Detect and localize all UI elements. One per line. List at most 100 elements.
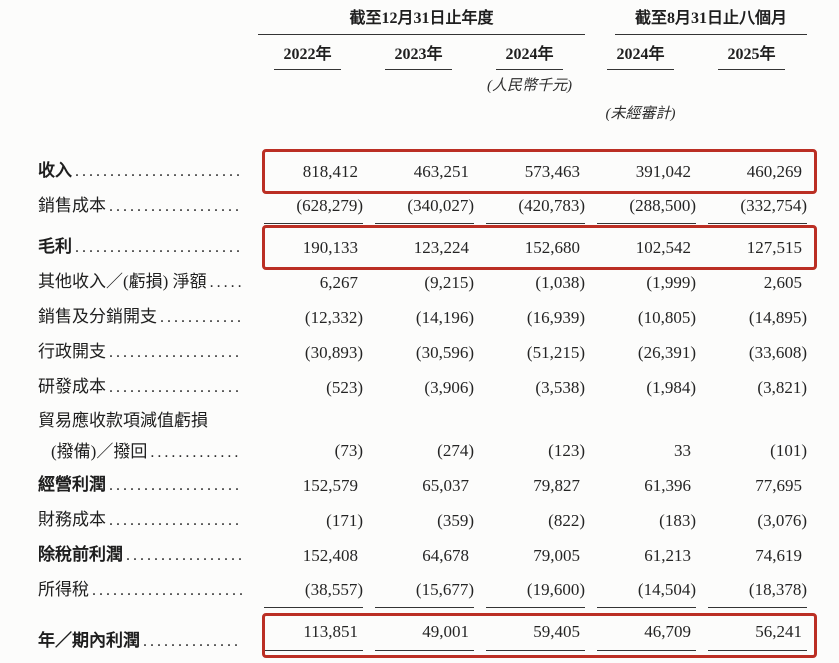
- cell-value: 46,709: [585, 617, 696, 657]
- row-label: 經營利潤: [38, 468, 252, 503]
- row-label: 銷售成本: [38, 189, 252, 224]
- value-text: (30,893): [304, 343, 363, 362]
- cell-value: (3,821): [696, 371, 807, 405]
- table-row: 研發成本 (523) (3,906) (3,538) (1,984) (3,821): [38, 370, 807, 405]
- value-text: (12,332): [304, 308, 363, 327]
- cell-value: 49,001: [363, 617, 474, 657]
- value-text: (123): [548, 441, 585, 460]
- cell-value: 61,213: [585, 539, 696, 573]
- value-text: 33: [674, 441, 691, 460]
- value-text: 152,579: [302, 476, 358, 495]
- value-text: 59,405: [533, 622, 580, 641]
- value-text: 77,695: [755, 476, 802, 495]
- currency-note-row: (人民幣千元): [38, 74, 807, 95]
- value-text: (73): [334, 441, 363, 460]
- table-row: 銷售及分銷開支 (12,332) (14,196) (16,939) (10,805) (…: [38, 300, 807, 335]
- dot-leader: [92, 573, 242, 608]
- value-text: 2,605: [763, 273, 802, 292]
- cell-value: (3,538): [474, 371, 585, 405]
- year-label: 2024年: [607, 44, 674, 70]
- table-row: 行政開支 (30,893) (30,596) (51,215) (26,391) (33,…: [38, 335, 807, 370]
- value-text: 49,001: [422, 622, 469, 641]
- value-text: (1,999): [646, 273, 696, 292]
- value-text: (15,677): [375, 573, 474, 608]
- cell-value: 79,827: [474, 469, 585, 503]
- cell-value: (38,557): [252, 573, 363, 608]
- cell-value: 74,619: [696, 539, 807, 573]
- value-text: (18,378): [708, 573, 807, 608]
- cell-value: 2,605: [696, 266, 807, 300]
- value-text: (101): [770, 441, 807, 460]
- cell-value: (822): [474, 504, 585, 538]
- table-row: 財務成本 (171) (359) (822) (183) (3,076): [38, 503, 807, 538]
- row-label: 年／期內利潤: [38, 626, 252, 657]
- dot-leader: [109, 468, 242, 503]
- cell-value: (19,600): [474, 573, 585, 608]
- cell-value: 59,405: [474, 617, 585, 657]
- dot-leader: [75, 230, 242, 265]
- value-text: 460,269: [746, 162, 802, 181]
- value-text: (183): [659, 511, 696, 530]
- cell-value: 460,269: [696, 155, 807, 189]
- period-group-annual-label: 截至12月31日止年度: [258, 8, 585, 35]
- value-text: (171): [326, 511, 363, 530]
- row-label: 其他收入／(虧損) 淨額: [38, 265, 252, 300]
- table-row: 除稅前利潤 152,408 64,678 79,005 61,213 74,619: [38, 538, 807, 573]
- row-label: 財務成本: [38, 503, 252, 538]
- cell-value: 77,695: [696, 469, 807, 503]
- cell-value: 102,542: [585, 231, 696, 265]
- value-text: (1,038): [535, 273, 585, 292]
- dot-leader: [109, 370, 242, 405]
- row-label: 除稅前利潤: [38, 538, 252, 573]
- row-label: 毛利: [38, 230, 252, 265]
- cell-value: 113,851: [252, 617, 363, 657]
- cell-value: (420,783): [474, 189, 585, 224]
- double-rule: [375, 650, 474, 657]
- double-rule: [708, 650, 807, 657]
- cell-value: (101): [696, 434, 807, 468]
- cell-value: (18,378): [696, 573, 807, 608]
- cell-value: 818,412: [252, 155, 363, 189]
- cell-value: 152,579: [252, 469, 363, 503]
- cell-value: 56,241: [696, 617, 807, 657]
- dot-leader: [109, 189, 242, 224]
- value-text: 79,005: [533, 546, 580, 565]
- value-text: (14,504): [597, 573, 696, 608]
- value-text: (340,027): [375, 189, 474, 224]
- row-label-line1: 貿易應收款項減值虧損: [38, 411, 208, 430]
- value-text: (359): [437, 511, 474, 530]
- cell-value: (1,999): [585, 266, 696, 300]
- cell-value: 33: [585, 434, 696, 468]
- value-text: 152,408: [302, 546, 358, 565]
- value-text: 463,251: [413, 162, 469, 181]
- year-label: 2022年: [274, 44, 341, 70]
- period-group-annual: 截至12月31日止年度: [252, 8, 585, 35]
- value-text: 391,042: [635, 162, 691, 181]
- cell-value: 391,042: [585, 155, 696, 189]
- row-label-text: 其他收入／(虧損) 淨額: [38, 272, 207, 291]
- value-text: (332,754): [708, 189, 807, 224]
- cell-value: (123): [474, 434, 585, 468]
- cell-value: 152,680: [474, 231, 585, 265]
- row-label-line2-text: (撥備)／撥回: [51, 442, 148, 461]
- dot-leader: [210, 265, 242, 300]
- cell-value: (523): [252, 371, 363, 405]
- value-text: 818,412: [302, 162, 358, 181]
- cell-value: (288,500): [585, 189, 696, 224]
- row-label-text: 銷售成本: [38, 196, 106, 215]
- double-rule: [597, 650, 696, 657]
- cell-value: (26,391): [585, 336, 696, 370]
- cell-value: (14,895): [696, 301, 807, 335]
- value-text: (1,984): [646, 378, 696, 397]
- value-text: (14,196): [415, 308, 474, 327]
- period-group-header-row: 截至12月31日止年度 截至8月31日止八個月: [38, 8, 807, 35]
- table-row: 貿易應收款項減值虧損 (撥備)／撥回 (73) (274) (123) 33 (101): [38, 405, 807, 468]
- cell-value: (30,596): [363, 336, 474, 370]
- cell-value: 573,463: [474, 155, 585, 189]
- cell-value: (3,076): [696, 504, 807, 538]
- cell-value: 463,251: [363, 155, 474, 189]
- value-text: 56,241: [755, 622, 802, 641]
- value-text: (3,076): [757, 511, 807, 530]
- value-text: 64,678: [422, 546, 469, 565]
